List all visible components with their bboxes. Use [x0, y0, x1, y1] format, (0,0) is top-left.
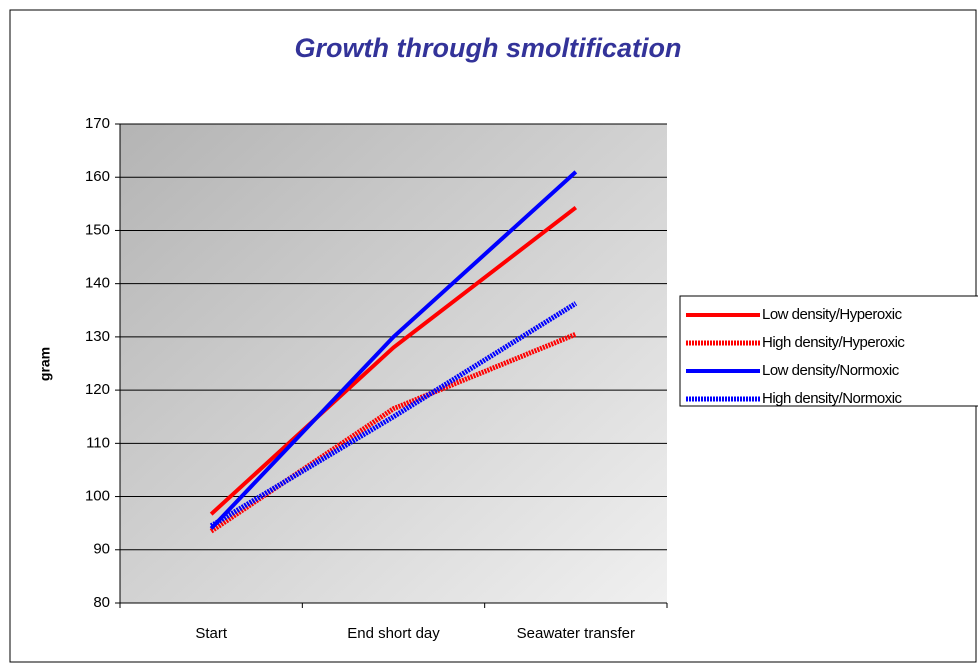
y-tick-label: 150	[85, 221, 110, 238]
y-tick-label: 100	[85, 488, 110, 505]
legend-label: High density/Hyperoxic	[762, 334, 905, 351]
y-tick-label: 160	[85, 168, 110, 185]
y-tick-label: 80	[93, 594, 110, 611]
chart-title: Growth through smoltification	[295, 33, 682, 63]
x-tick-label: End short day	[347, 625, 440, 642]
plot-area	[120, 124, 667, 603]
x-tick-label: Seawater transfer	[517, 625, 635, 642]
y-tick-label: 140	[85, 275, 110, 292]
y-tick-label: 90	[93, 541, 110, 558]
y-tick-label: 130	[85, 328, 110, 345]
y-tick-label: 110	[86, 434, 110, 451]
y-tick-label: 170	[85, 115, 110, 132]
series-line	[209, 205, 578, 516]
series-line	[209, 170, 578, 530]
legend-label: Low density/Hyperoxic	[762, 306, 903, 323]
y-axis-label: gram	[37, 347, 53, 381]
legend-label: Low density/Normoxic	[762, 362, 900, 379]
x-tick-label: Start	[195, 625, 228, 642]
legend-label: High density/Normoxic	[762, 390, 903, 407]
series-line	[209, 301, 578, 528]
y-tick-label: 120	[85, 381, 110, 398]
